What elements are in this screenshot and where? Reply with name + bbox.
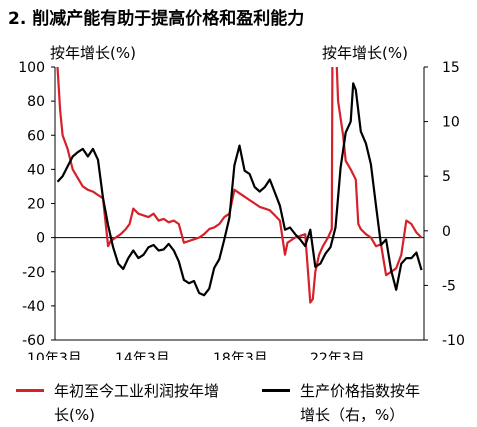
x-tick-label: 10年3月: [27, 351, 82, 360]
x-tick-label: 18年3月: [213, 351, 268, 360]
left-tick-label: 60: [27, 128, 45, 144]
legend-label-ppi-2: 增长（右，%）: [300, 406, 405, 424]
x-tick-label: 14年3月: [115, 351, 170, 360]
right-axis-title: 按年增长(%): [322, 44, 408, 62]
left-tick-label: 0: [36, 231, 45, 247]
left-tick-label: -20: [22, 265, 45, 281]
legend-swatch-profit: [16, 389, 44, 392]
left-tick-label: -40: [22, 299, 45, 315]
left-axis-title: 按年增长(%): [50, 44, 136, 62]
right-tick-label: 15: [442, 60, 460, 76]
chart-plot: 100 80 60 40 20 0 -20 -40 -60 15 10 5 0 -5 -10 按年增长(%) 按…: [18, 44, 465, 360]
series-line-ppi: [56, 82, 423, 297]
legend-swatch-ppi: [262, 389, 290, 392]
legend-item-profit: 年初至今工业利润按年增 长(%): [16, 379, 256, 427]
left-tick-label: 20: [27, 197, 45, 213]
right-tick-label: 10: [442, 115, 460, 131]
x-tick-label: 22年3月: [310, 351, 365, 360]
right-tick-label: 5: [442, 169, 451, 185]
right-tick-label: -10: [442, 333, 465, 349]
legend-label-profit-1: 年初至今工业利润按年增: [54, 382, 220, 400]
right-tick-label: 0: [442, 224, 451, 240]
left-tick-label: 80: [27, 94, 45, 110]
left-tick-label: 40: [27, 162, 45, 178]
right-tick-label: -5: [442, 278, 456, 294]
legend-label-profit-2: 长(%): [54, 406, 95, 424]
legend-item-ppi: 生产价格指数按年 增长（右，%）: [262, 379, 472, 427]
left-tick-label: 100: [18, 60, 45, 76]
chart-title: 2. 削减产能有助于提高价格和盈利能力: [8, 9, 305, 29]
left-tick-label: -60: [22, 333, 45, 349]
series-line-profit: [56, 67, 423, 304]
legend-label-ppi-1: 生产价格指数按年: [300, 382, 421, 400]
